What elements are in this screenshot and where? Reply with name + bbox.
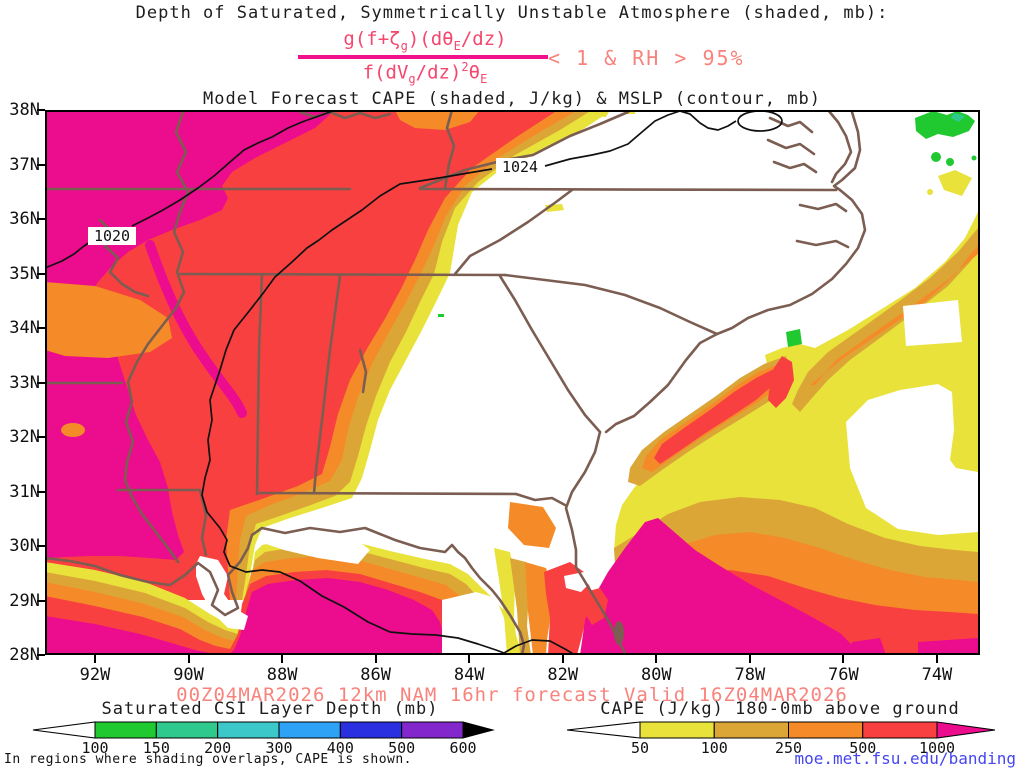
lon-tick — [468, 655, 471, 663]
lat-label-37N: 37N — [9, 154, 40, 175]
lon-tick — [748, 655, 751, 663]
cb0-segment-3 — [278, 721, 341, 739]
lat-label-31N: 31N — [9, 481, 40, 502]
contour-label-1020: 1020 — [94, 227, 130, 245]
cb1-label-250: 250 — [774, 739, 803, 757]
cb0-label-100: 100 — [81, 739, 109, 757]
cb1-label-100: 100 — [700, 739, 728, 757]
lat-label-33N: 33N — [9, 372, 40, 393]
lat-label-35N: 35N — [9, 263, 40, 284]
formula-numerator: g(f+ζg)(dθE/dz) — [343, 28, 507, 53]
cb0-label-500: 500 — [388, 739, 416, 757]
lat-label-34N: 34N — [9, 318, 40, 338]
cb0-label-400: 400 — [326, 739, 354, 757]
cb0-label-600: 600 — [449, 739, 477, 757]
lat-tick — [37, 163, 45, 166]
lat-tick — [37, 218, 45, 220]
lon-tick — [374, 655, 377, 663]
lon-tick — [935, 655, 938, 663]
map-subtitle: Model Forecast CAPE (shaded, J/kg) & MSL… — [203, 89, 821, 109]
lat-tick — [37, 545, 45, 547]
lat-tick — [37, 490, 45, 493]
lat-tick — [37, 109, 45, 111]
cb1-segment-3 — [862, 721, 938, 739]
cb1-right-arrow — [936, 721, 996, 739]
cb0-segment-0 — [94, 721, 157, 739]
cb1-label-1000: 1000 — [918, 739, 956, 757]
lat-label-32N: 32N — [9, 427, 40, 447]
cb1-left-arrow — [566, 721, 641, 739]
cb0-label-300: 300 — [265, 739, 293, 757]
lat-label-38N: 38N — [9, 100, 40, 120]
lat-tick — [37, 327, 45, 329]
cb0-segment-5 — [401, 721, 464, 739]
lat-label-36N: 36N — [9, 209, 40, 229]
cb0-segment-2 — [217, 721, 280, 739]
cb1-label-50: 50 — [630, 739, 650, 757]
contour-label-box — [496, 158, 544, 176]
cape-colorbar-title: CAPE (J/kg) 180-0mb above ground — [600, 699, 960, 719]
colorbars — [32, 721, 996, 739]
forecast-valid-time: 00Z04MAR2026 12km NAM 16hr forecast Vali… — [176, 684, 848, 706]
lon-label-92W: 92W — [79, 665, 111, 685]
lon-tick — [561, 655, 564, 663]
contour-label-box — [88, 227, 136, 245]
formula-fraction-bar — [298, 55, 548, 59]
formula-denominator: f(dVg/dz)2θE — [362, 60, 488, 87]
map-frame — [45, 110, 980, 655]
lon-tick — [655, 655, 658, 663]
cb0-label-200: 200 — [204, 739, 232, 757]
cb1-segment-1 — [713, 721, 789, 739]
lon-label-78W: 78W — [734, 665, 766, 685]
lon-label-90W: 90W — [173, 665, 204, 685]
lon-label-74W: 74W — [921, 665, 953, 685]
lon-label-86W: 86W — [360, 665, 391, 685]
lat-tick — [37, 599, 45, 602]
formula-condition: < 1 & RH > 95% — [548, 46, 745, 70]
cb0-segment-4 — [339, 721, 403, 739]
lon-label-80W: 80W — [640, 665, 672, 685]
overlap-footnote: In regions where shading overlaps, CAPE … — [4, 752, 413, 767]
cb1-segment-0 — [639, 721, 715, 739]
cb1-segment-2 — [788, 721, 864, 739]
lat-label-28N: 28N — [9, 645, 40, 665]
csi-colorbar-title: Saturated CSI Layer Depth (mb) — [101, 699, 439, 719]
lat-tick — [37, 272, 45, 275]
cb0-left-arrow — [32, 721, 96, 739]
lat-tick — [37, 654, 45, 656]
contour-label-1024: 1024 — [502, 158, 538, 176]
lon-tick — [281, 655, 284, 663]
lat-tick — [37, 436, 45, 438]
cb0-right-arrow — [462, 721, 495, 739]
lon-label-88W: 88W — [266, 665, 298, 685]
page-title: Depth of Saturated, Symmetrically Unstab… — [135, 3, 889, 23]
lon-tick — [842, 655, 845, 663]
forecast-map: 1020 1024 — [45, 110, 980, 655]
lat-label-29N: 29N — [9, 590, 40, 611]
lon-tick — [94, 655, 96, 663]
lon-tick — [187, 655, 190, 663]
credit-link[interactable]: moe.met.fsu.edu/banding — [794, 749, 1016, 768]
cb0-segment-1 — [155, 721, 219, 739]
lat-label-30N: 30N — [9, 536, 40, 556]
lon-label-84W: 84W — [453, 665, 485, 685]
lat-tick — [37, 381, 45, 384]
cb0-label-150: 150 — [142, 739, 170, 757]
lon-label-82W: 82W — [547, 665, 579, 685]
lon-label-76W: 76W — [828, 665, 859, 685]
cb1-label-500: 500 — [849, 739, 877, 757]
